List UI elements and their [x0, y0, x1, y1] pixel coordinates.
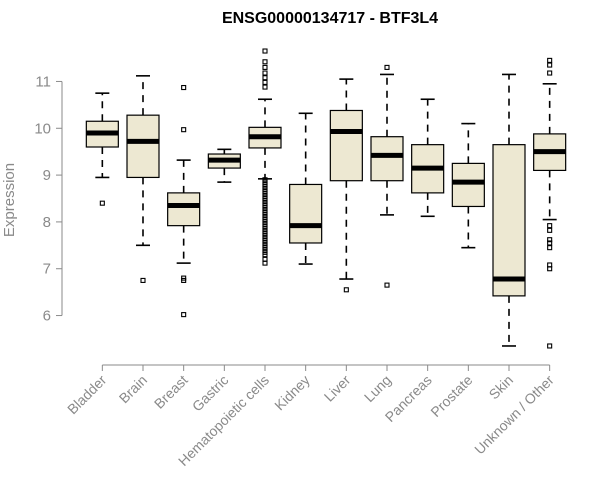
boxes-group: [85, 48, 567, 349]
outlier-point: [262, 48, 268, 54]
x-tick-label: Kidney: [271, 372, 313, 414]
box-lung: [370, 64, 404, 288]
x-tick-label: Liver: [321, 372, 354, 405]
x-tick-label: Lung: [361, 372, 394, 405]
x-tick-label: Bladder: [64, 372, 110, 418]
box-kidney: [289, 112, 323, 265]
outlier-point: [181, 275, 187, 281]
iqr-box: [167, 192, 201, 227]
box-liver: [329, 78, 363, 293]
box-prostate: [451, 122, 485, 249]
outlier-point: [343, 287, 349, 293]
box-unknown-other: [533, 57, 567, 349]
box-pancreas: [411, 98, 445, 218]
outlier-point: [181, 127, 187, 133]
outlier-point: [547, 240, 553, 246]
iqr-box: [370, 136, 404, 182]
outlier-point: [262, 79, 268, 85]
outlier-point: [547, 223, 553, 229]
y-tick-label: 7: [43, 261, 51, 278]
outlier-point: [547, 266, 553, 272]
y-axis-label: Expression: [1, 163, 18, 237]
y-tick-label: 10: [34, 120, 51, 137]
outlier-point: [547, 245, 553, 251]
box-breast: [167, 84, 201, 318]
outlier-point: [181, 84, 187, 91]
y-tick-label: 9: [43, 167, 51, 184]
chart-title: ENSG00000134717 - BTF3L4: [222, 10, 438, 27]
x-tick-label: Breast: [151, 372, 191, 412]
y-tick-label: 8: [43, 214, 51, 231]
outlier-point: [262, 252, 268, 258]
outlier-point: [262, 260, 268, 266]
outlier-point: [384, 64, 390, 70]
x-tick-label: Prostate: [427, 372, 475, 420]
box-brain: [126, 75, 160, 283]
box-bladder: [85, 92, 119, 206]
outlier-point: [99, 200, 105, 206]
box-skin: [492, 73, 526, 347]
outlier-point: [262, 70, 268, 76]
outlier-point: [181, 312, 187, 318]
outlier-point: [262, 64, 268, 70]
outlier-point: [547, 62, 553, 68]
iqr-box: [329, 109, 363, 182]
x-tick-label: Brain: [116, 372, 150, 406]
y-tick-label: 11: [35, 73, 51, 90]
outlier-point: [140, 277, 146, 283]
outlier-point: [262, 59, 268, 65]
outlier-point: [547, 70, 553, 76]
outlier-point: [547, 227, 553, 233]
iqr-box: [492, 144, 526, 297]
iqr-box: [126, 114, 160, 179]
outlier-point: [547, 57, 553, 63]
box-gastric: [207, 148, 241, 183]
outlier-point: [262, 75, 268, 81]
outlier-point: [547, 343, 553, 349]
box-hematopoietic-cells: [248, 48, 282, 266]
iqr-box: [451, 162, 485, 208]
y-axis: 6 7 8 9 10 11: [34, 73, 63, 325]
outlier-point: [262, 84, 268, 90]
outlier-point: [384, 282, 390, 288]
y-tick-label: 6: [43, 308, 51, 325]
x-tick-label: Skin: [486, 372, 517, 403]
iqr-box: [289, 183, 323, 244]
outlier-point: [547, 237, 553, 243]
